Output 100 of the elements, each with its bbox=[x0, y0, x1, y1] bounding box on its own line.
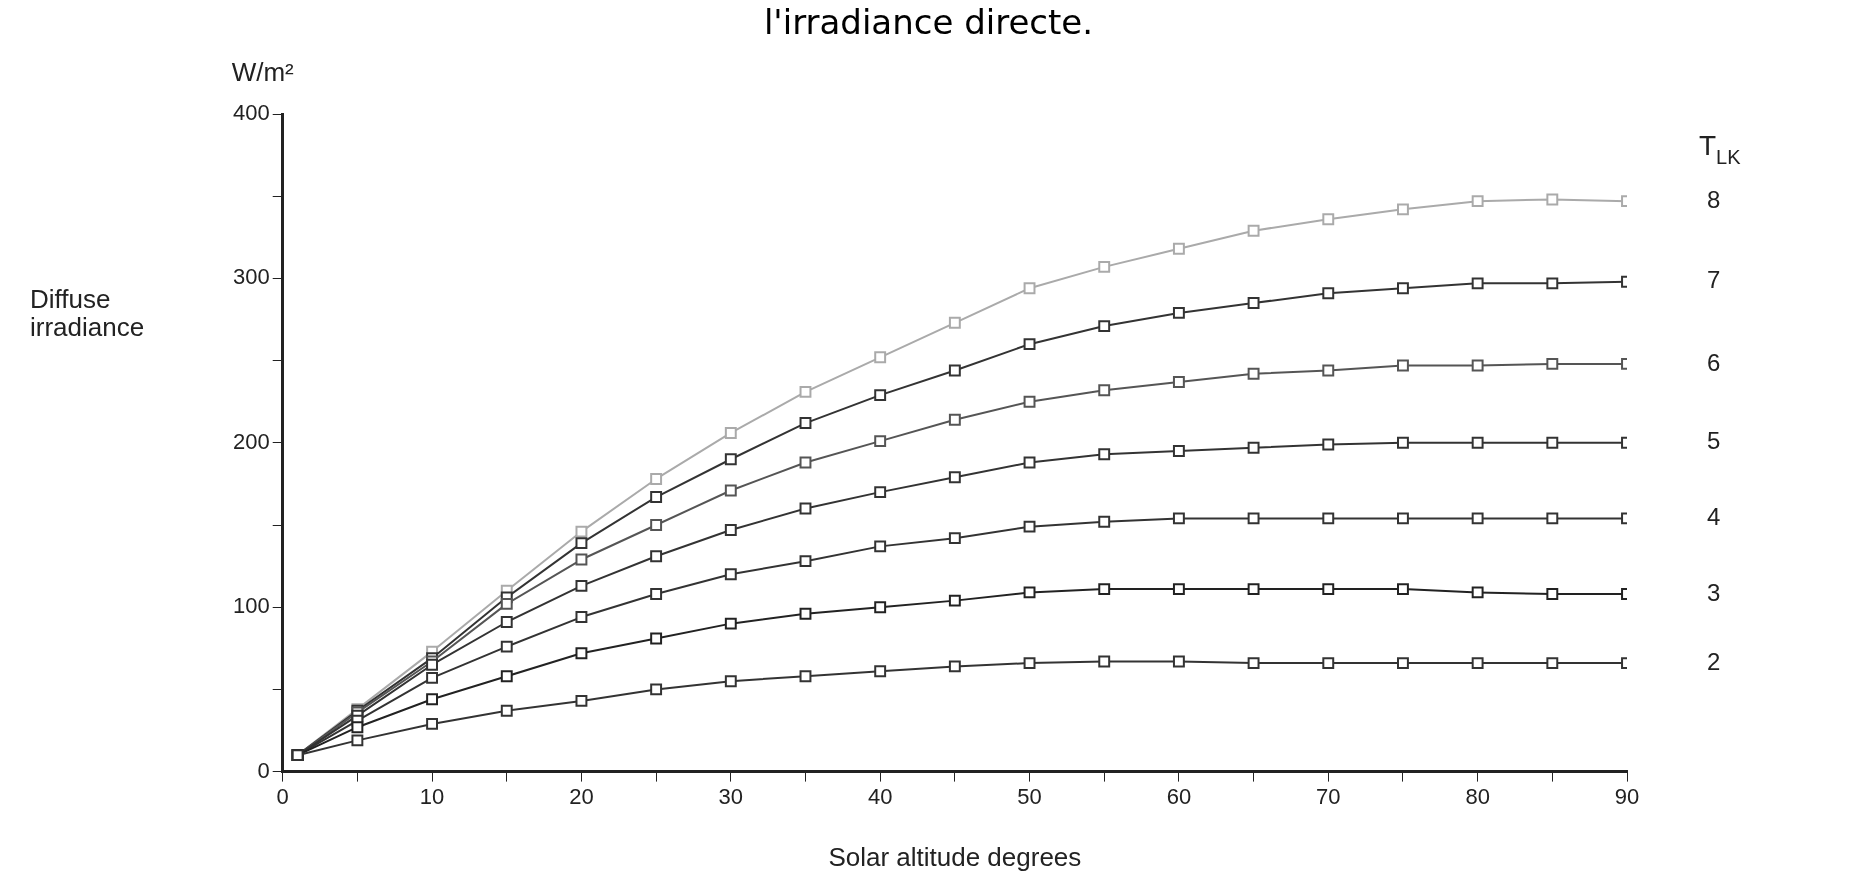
x-tick-label: 80 bbox=[1465, 783, 1490, 809]
point bbox=[1322, 512, 1335, 525]
point bbox=[799, 417, 812, 430]
point bbox=[1098, 320, 1111, 333]
point bbox=[799, 502, 812, 515]
x-tick-label: 60 bbox=[1166, 783, 1192, 809]
point bbox=[1247, 441, 1260, 454]
point bbox=[1471, 277, 1484, 290]
x-tick-label: 40 bbox=[867, 783, 893, 809]
text: 2 bbox=[1707, 647, 1721, 675]
point bbox=[948, 471, 961, 484]
text: 7 bbox=[1707, 266, 1721, 294]
point bbox=[575, 611, 588, 624]
point bbox=[650, 632, 663, 645]
point bbox=[1546, 357, 1559, 370]
point bbox=[1322, 213, 1335, 226]
y-tick-label: 200 bbox=[232, 428, 270, 454]
point bbox=[1247, 583, 1260, 596]
point bbox=[1546, 657, 1559, 670]
point bbox=[874, 486, 887, 499]
point bbox=[351, 734, 364, 747]
y-tick-label: 0 bbox=[257, 757, 270, 783]
point bbox=[650, 588, 663, 600]
point bbox=[1172, 655, 1185, 668]
point bbox=[948, 364, 961, 377]
point bbox=[874, 601, 887, 614]
point bbox=[1172, 242, 1185, 255]
text: 6 bbox=[1707, 348, 1721, 376]
point bbox=[1247, 367, 1260, 380]
point bbox=[1397, 583, 1409, 596]
point bbox=[1247, 297, 1260, 310]
point bbox=[351, 721, 364, 734]
point bbox=[1471, 512, 1484, 525]
point bbox=[1397, 512, 1409, 525]
point bbox=[500, 640, 513, 653]
x-tick-label: 0 bbox=[276, 783, 289, 809]
point bbox=[724, 523, 737, 536]
point bbox=[1023, 657, 1036, 670]
point bbox=[500, 597, 513, 610]
point bbox=[1322, 438, 1335, 451]
point bbox=[724, 568, 737, 581]
point bbox=[650, 491, 663, 503]
y-tick-label: 100 bbox=[232, 593, 270, 619]
point bbox=[874, 665, 887, 678]
point bbox=[1322, 287, 1335, 300]
point bbox=[724, 453, 737, 466]
x-tick-label: 50 bbox=[1017, 783, 1042, 809]
point bbox=[724, 426, 737, 439]
point bbox=[575, 525, 588, 538]
point bbox=[1322, 657, 1335, 670]
point bbox=[650, 519, 663, 531]
point bbox=[799, 555, 812, 568]
point bbox=[948, 532, 961, 545]
point bbox=[874, 351, 887, 364]
point bbox=[650, 683, 663, 696]
point bbox=[724, 675, 737, 688]
point bbox=[575, 694, 588, 707]
point bbox=[1023, 586, 1036, 599]
point bbox=[1023, 338, 1036, 351]
point bbox=[1098, 384, 1111, 397]
point bbox=[1023, 282, 1036, 295]
point bbox=[874, 389, 887, 402]
y-tick-label: 300 bbox=[232, 264, 270, 290]
point bbox=[1247, 512, 1260, 525]
point bbox=[1471, 657, 1484, 670]
text: 5 bbox=[1707, 427, 1721, 455]
point bbox=[650, 473, 663, 485]
point bbox=[1322, 583, 1335, 596]
point bbox=[799, 385, 812, 398]
point bbox=[1397, 436, 1409, 449]
point bbox=[1172, 583, 1185, 596]
point bbox=[500, 704, 513, 717]
point bbox=[1397, 657, 1409, 670]
y-axis-title: Diffuse irradiance bbox=[30, 283, 145, 342]
point bbox=[1322, 364, 1335, 377]
point bbox=[1023, 395, 1036, 408]
point bbox=[1546, 436, 1559, 449]
point bbox=[575, 553, 588, 566]
point bbox=[1098, 583, 1111, 596]
x-axis-title: Solar altitude degrees bbox=[828, 842, 1082, 873]
point bbox=[575, 537, 588, 550]
point bbox=[948, 413, 961, 426]
point bbox=[1546, 193, 1559, 206]
point bbox=[1172, 512, 1185, 525]
point bbox=[1247, 657, 1260, 670]
point bbox=[724, 617, 737, 630]
text: 3 bbox=[1707, 578, 1721, 606]
point bbox=[1471, 359, 1484, 372]
point bbox=[1546, 512, 1559, 525]
point bbox=[1172, 306, 1185, 319]
point bbox=[948, 660, 961, 673]
point bbox=[799, 607, 812, 620]
point bbox=[799, 670, 812, 683]
point bbox=[1172, 376, 1185, 388]
point bbox=[1247, 224, 1260, 237]
point bbox=[1546, 277, 1559, 290]
point bbox=[874, 435, 887, 448]
x-tick-label: 90 bbox=[1614, 783, 1640, 809]
point bbox=[948, 316, 961, 329]
x-tick-label: 10 bbox=[419, 783, 445, 809]
